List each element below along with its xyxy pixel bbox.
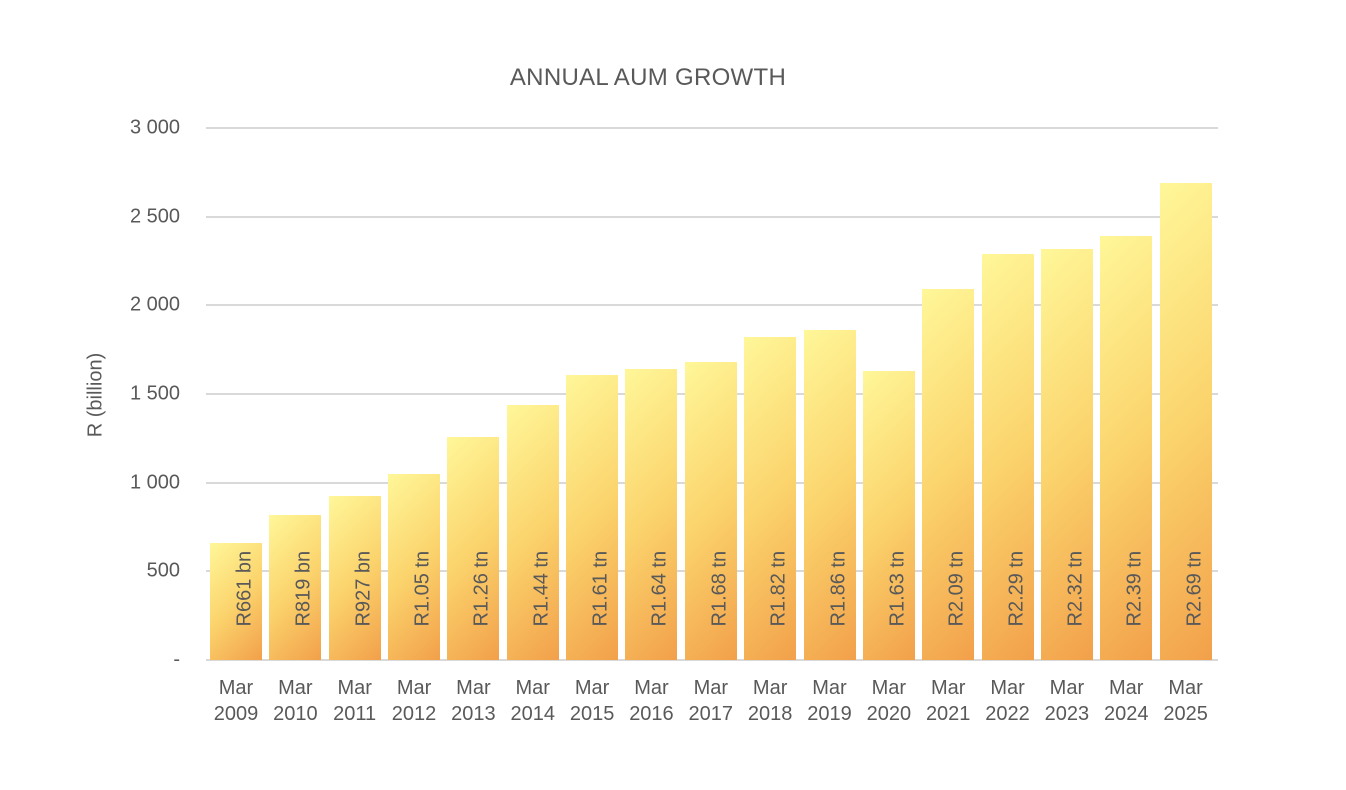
x-tick-label: Mar 2021 xyxy=(918,675,978,727)
x-tick-label: Mar 2010 xyxy=(265,675,325,727)
bar-data-label: R1.68 tn xyxy=(708,550,731,627)
y-tick-label: 1 000 xyxy=(129,471,180,494)
x-tick-month: Mar xyxy=(752,677,788,699)
bar: R1.05 tn xyxy=(388,473,441,660)
y-tick-label: 1 500 xyxy=(129,382,180,405)
bar: R2.29 tn xyxy=(981,253,1034,660)
gridline xyxy=(206,215,1218,218)
x-tick-month: Mar xyxy=(990,677,1025,699)
bar-data-label: R2.32 tn xyxy=(1064,550,1087,627)
y-tick-label: 3 000 xyxy=(129,116,180,139)
bar: R1.61 tn xyxy=(566,374,619,660)
x-tick-label: Mar 2013 xyxy=(443,675,503,727)
chart-title: ANNUAL AUM GROWTH xyxy=(509,64,787,91)
bar: R1.68 tn xyxy=(684,362,737,660)
x-tick-year: 2020 xyxy=(866,703,912,725)
x-tick-month: Mar xyxy=(634,677,669,699)
bar-data-label: R1.61 tn xyxy=(589,550,612,627)
x-tick-year: 2015 xyxy=(569,703,615,725)
x-tick-month: Mar xyxy=(218,677,254,699)
x-tick-year: 2009 xyxy=(213,703,259,725)
x-tick-label: Mar 2018 xyxy=(740,675,800,727)
x-tick-label: Mar 2023 xyxy=(1037,675,1097,727)
bar: R1.82 tn xyxy=(744,337,797,660)
x-tick-month: Mar xyxy=(574,677,610,699)
x-tick-month: Mar xyxy=(812,677,847,699)
bar: R819 bn xyxy=(269,514,322,660)
y-tick-label: 500 xyxy=(146,559,180,582)
y-tick-label: 2 000 xyxy=(129,293,180,316)
x-tick-year: 2022 xyxy=(985,703,1030,725)
gridline xyxy=(206,659,1218,661)
gridline xyxy=(206,127,1218,129)
x-tick-label: Mar 2017 xyxy=(681,675,741,727)
x-tick-year: 2025 xyxy=(1163,703,1208,725)
bar-data-label: R927 bn xyxy=(352,550,375,627)
bar: R927 bn xyxy=(328,495,381,660)
bar: R2.39 tn xyxy=(1100,236,1153,660)
x-tick-month: Mar xyxy=(693,677,729,699)
x-tick-month: Mar xyxy=(1049,677,1085,699)
x-tick-month: Mar xyxy=(1168,677,1203,699)
bar-data-label: R2.39 tn xyxy=(1123,550,1146,627)
x-tick-year: 2024 xyxy=(1104,703,1149,725)
y-tick-label: 2 500 xyxy=(129,205,180,228)
bar: R1.63 tn xyxy=(862,370,915,660)
x-tick-month: Mar xyxy=(871,677,907,699)
bar: R2.32 tn xyxy=(1040,248,1093,660)
x-tick-label: Mar 2009 xyxy=(206,675,266,727)
x-tick-label: Mar 2025 xyxy=(1156,675,1216,727)
bar: R1.26 tn xyxy=(447,436,500,660)
bar: R2.69 tn xyxy=(1159,182,1212,660)
x-tick-label: Mar 2015 xyxy=(562,675,622,727)
bar: R1.44 tn xyxy=(506,404,559,660)
x-tick-year: 2016 xyxy=(629,703,674,725)
x-tick-year: 2019 xyxy=(807,703,852,725)
x-tick-year: 2013 xyxy=(451,703,496,725)
x-tick-year: 2017 xyxy=(688,703,734,725)
x-tick-label: Mar 2022 xyxy=(978,675,1038,727)
bar: R1.86 tn xyxy=(803,330,856,660)
bar-data-label: R1.82 tn xyxy=(767,550,790,627)
bar: R1.64 tn xyxy=(625,369,678,660)
bar-data-label: R1.86 tn xyxy=(827,550,849,627)
x-tick-month: Mar xyxy=(396,677,432,699)
x-tick-month: Mar xyxy=(337,677,372,699)
bar-data-label: R2.09 tn xyxy=(945,550,968,627)
bar-data-label: R1.63 tn xyxy=(886,550,909,627)
bar-data-label: R1.64 tn xyxy=(648,550,671,627)
x-tick-year: 2018 xyxy=(747,703,793,725)
x-tick-year: 2021 xyxy=(925,703,971,725)
x-tick-label: Mar 2012 xyxy=(384,675,444,727)
x-tick-label: Mar 2019 xyxy=(800,675,860,727)
y-tick-label: - xyxy=(173,648,180,671)
x-tick-month: Mar xyxy=(456,677,491,699)
x-tick-year: 2012 xyxy=(391,703,437,725)
x-tick-label: Mar 2024 xyxy=(1096,675,1156,727)
x-tick-year: 2010 xyxy=(273,703,318,725)
bar-data-label: R819 bn xyxy=(292,550,315,627)
bar-data-label: R661 bn xyxy=(233,550,256,627)
x-tick-year: 2014 xyxy=(510,703,556,725)
x-tick-label: Mar 2016 xyxy=(621,675,681,727)
x-tick-year: 2023 xyxy=(1044,703,1090,725)
x-tick-month: Mar xyxy=(515,677,550,699)
x-tick-month: Mar xyxy=(1109,677,1144,699)
bar-data-label: R2.69 tn xyxy=(1183,550,1206,627)
bar-data-label: R1.05 tn xyxy=(411,550,434,627)
bar-data-label: R2.29 tn xyxy=(1005,550,1028,627)
bar-data-label: R1.44 tn xyxy=(530,550,553,627)
x-tick-year: 2011 xyxy=(333,703,377,725)
x-tick-label: Mar 2014 xyxy=(503,675,563,727)
x-tick-label: Mar 2020 xyxy=(859,675,919,727)
bar: R661 bn xyxy=(210,542,262,660)
x-tick-month: Mar xyxy=(930,677,966,699)
x-tick-label: Mar 2011 xyxy=(325,675,385,727)
bar-data-label: R1.26 tn xyxy=(470,550,493,627)
gridline xyxy=(206,304,1218,307)
plot-area: R661 bn R819 bn R927 bn R1.05 tn R1.26 tn R1.… xyxy=(206,127,1218,661)
bar: R2.09 tn xyxy=(922,289,975,660)
x-tick-month: Mar xyxy=(278,677,313,699)
